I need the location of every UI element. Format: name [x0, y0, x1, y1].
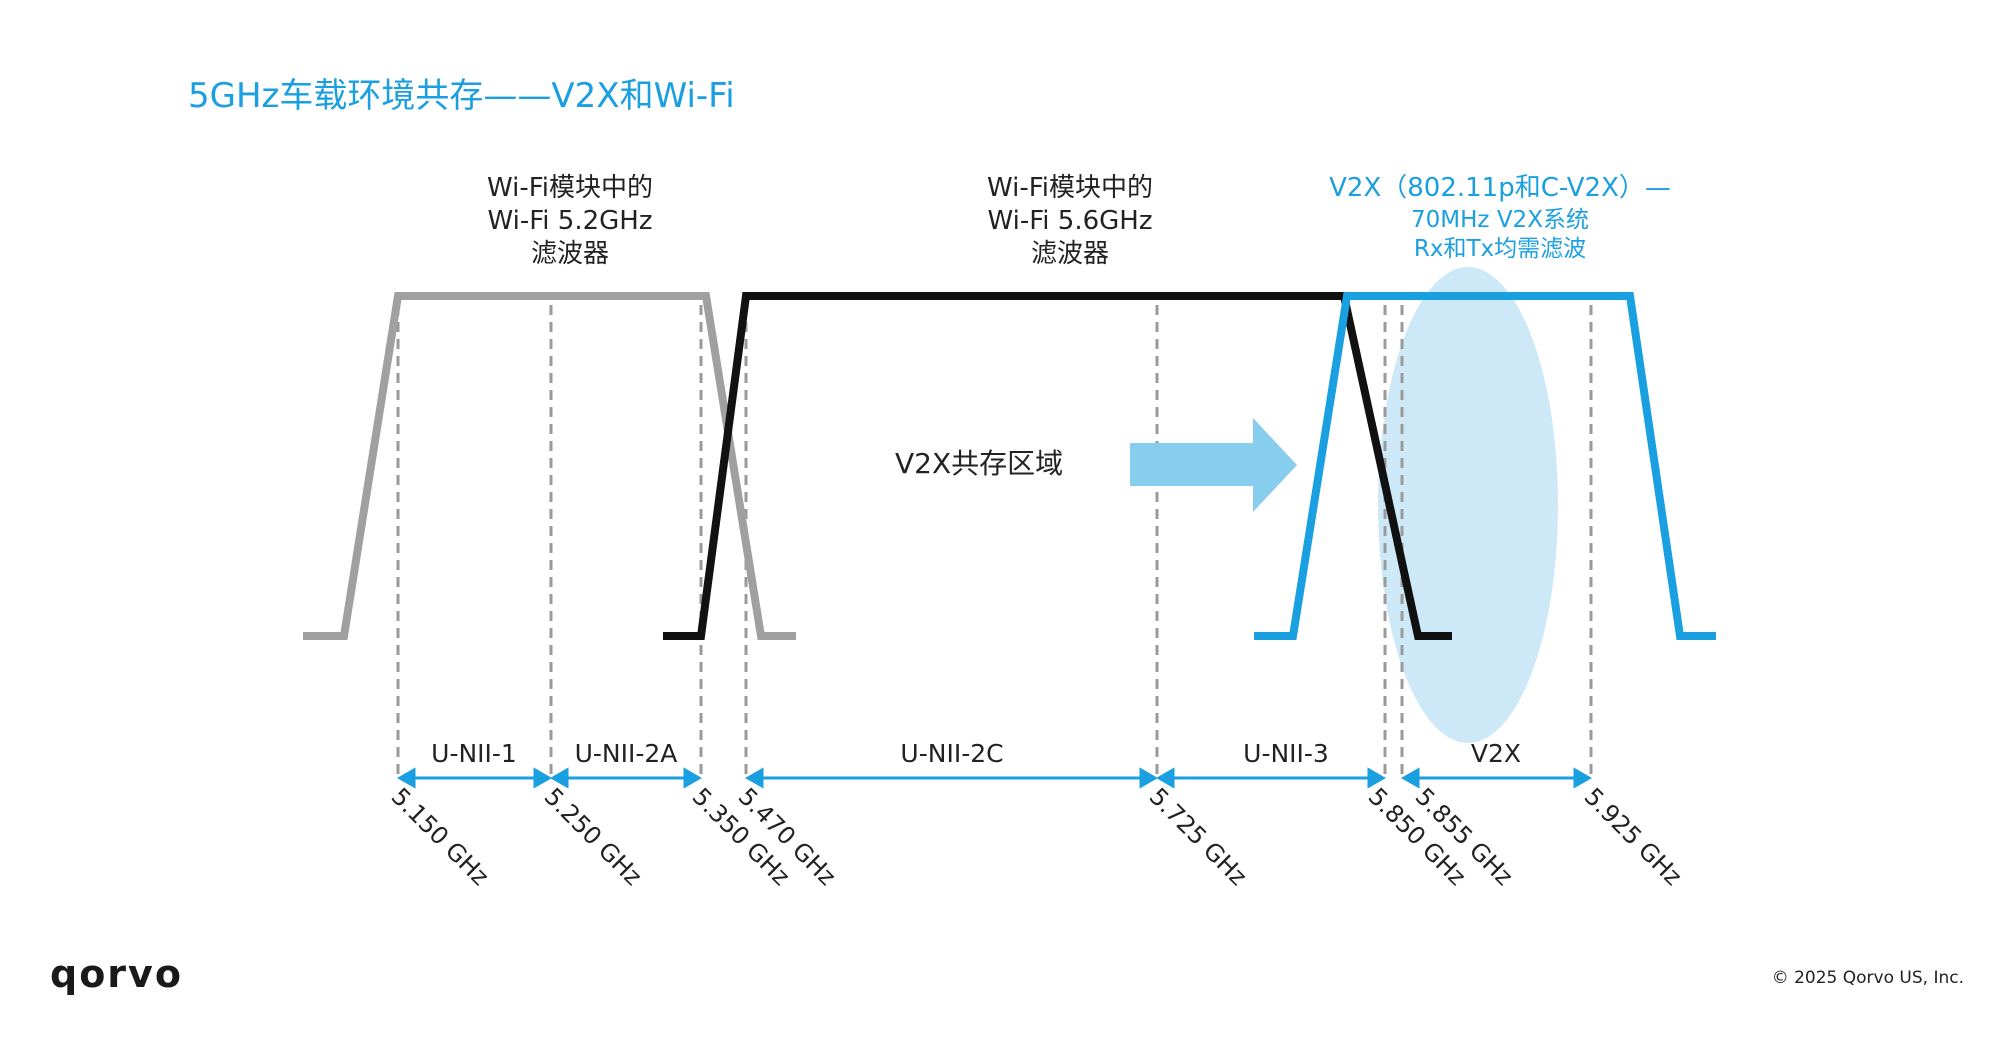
qorvo-logo: qorvo	[50, 952, 183, 996]
band-arrow-unii2a	[549, 767, 703, 789]
wifi56-label-line2: Wi-Fi 5.6GHz	[987, 206, 1153, 236]
wifi56-label-line1: Wi-Fi模块中的	[986, 173, 1154, 203]
wifi52-label-line3: 滤波器	[530, 239, 609, 269]
v2x-filter-curve	[1254, 292, 1716, 640]
coexistence-arrow	[1130, 418, 1297, 512]
v2x-filter-label: V2X（802.11p和C-V2X）— 70MHz V2X系统 Rx和Tx均需滤…	[1270, 170, 1730, 264]
band-label-unii3: U-NII-3	[1243, 739, 1329, 768]
band-label-unii2c: U-NII-2C	[900, 739, 1003, 768]
band-label-unii2a: U-NII-2A	[575, 739, 678, 768]
band-label-v2x: V2X	[1471, 739, 1521, 768]
freq-label-5150: 5.150 GHz	[386, 782, 495, 891]
wifi52-label-line2: Wi-Fi 5.2GHz	[487, 206, 653, 236]
copyright-notice: © 2025 Qorvo US, Inc.	[1771, 968, 1964, 988]
wifi56-label-line3: 滤波器	[1030, 239, 1109, 269]
band-arrow-unii3	[1155, 767, 1387, 789]
wifi52-filter-curve	[303, 292, 796, 640]
wifi56-filter-curve	[663, 292, 1452, 640]
band-arrow-unii2c	[744, 767, 1159, 789]
v2x-label-line1: V2X（802.11p和C-V2X）—	[1329, 173, 1671, 203]
wifi52-filter-label: Wi-Fi模块中的 Wi-Fi 5.2GHz 滤波器	[420, 172, 720, 271]
page-title: 5GHz车载环境共存——V2X和Wi-Fi	[188, 76, 735, 116]
freq-label-5250: 5.250 GHz	[539, 782, 648, 891]
freq-label-5925: 5.925 GHz	[1579, 782, 1688, 891]
band-arrow-unii1	[396, 767, 553, 789]
wifi56-filter-label: Wi-Fi模块中的 Wi-Fi 5.6GHz 滤波器	[920, 172, 1220, 271]
wifi52-label-line1: Wi-Fi模块中的	[486, 173, 654, 203]
coexistence-highlight	[1378, 267, 1558, 743]
band-label-unii1: U-NII-1	[431, 739, 517, 768]
freq-label-5725: 5.725 GHz	[1144, 782, 1253, 891]
coexistence-zone-label: V2X共存区域	[895, 447, 1064, 480]
v2x-label-line2: 70MHz V2X系统	[1411, 207, 1589, 233]
v2x-label-line3: Rx和Tx均需滤波	[1413, 236, 1587, 262]
band-arrow-v2x	[1400, 767, 1593, 789]
